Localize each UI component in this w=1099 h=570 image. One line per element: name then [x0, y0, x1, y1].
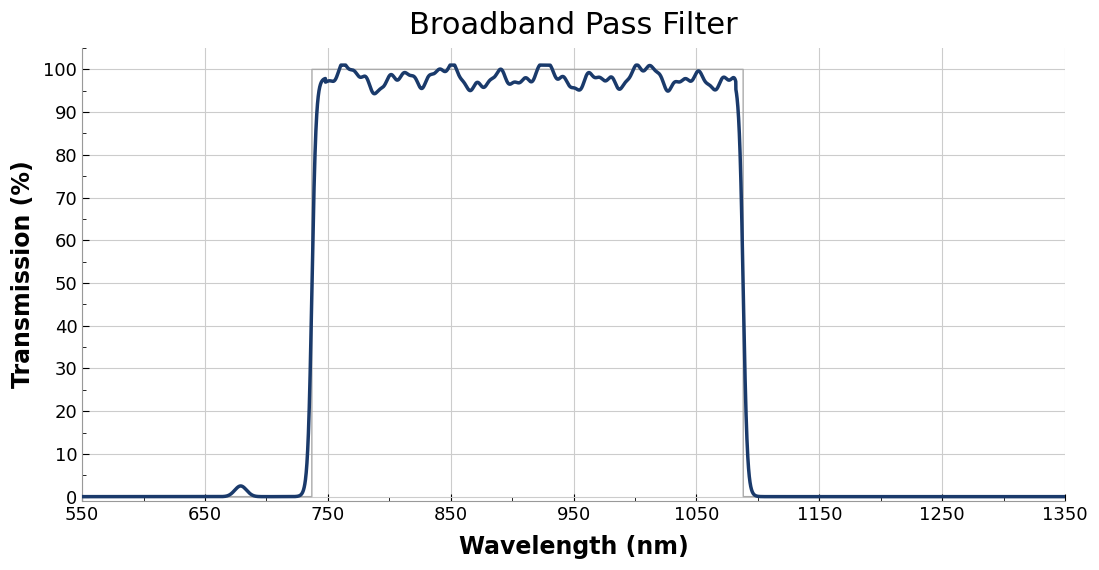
Y-axis label: Transmission (%): Transmission (%): [11, 161, 35, 388]
Title: Broadband Pass Filter: Broadband Pass Filter: [409, 11, 739, 40]
X-axis label: Wavelength (nm): Wavelength (nm): [458, 535, 688, 559]
